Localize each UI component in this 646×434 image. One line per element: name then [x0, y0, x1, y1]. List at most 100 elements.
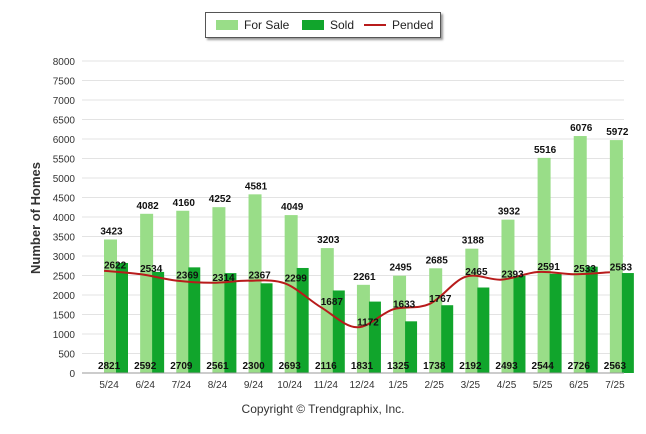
y-tick-label: 1500 [53, 311, 76, 322]
label-sold: 1325 [387, 361, 410, 372]
label-for-sale: 2685 [426, 255, 449, 266]
legend-swatch-sold [302, 20, 324, 30]
bar-sold [296, 267, 309, 373]
label-pended: 1767 [429, 294, 452, 305]
bar-for-sale [140, 213, 154, 373]
label-sold: 2709 [170, 361, 193, 372]
label-for-sale: 4082 [137, 201, 160, 212]
y-tick-label: 7500 [53, 77, 76, 88]
y-tick-label: 2000 [53, 291, 76, 302]
label-for-sale: 4160 [173, 198, 196, 209]
bar-sold [188, 267, 201, 373]
label-pended: 1172 [357, 317, 379, 328]
bar-sold [549, 273, 562, 373]
label-sold: 2300 [242, 361, 265, 372]
label-for-sale: 5972 [606, 127, 629, 138]
legend-label-sold: Sold [330, 18, 355, 32]
copyright-text: Copyright © Trendgraphix, Inc. [241, 402, 405, 416]
grid [82, 60, 624, 374]
bar-for-sale [573, 136, 587, 373]
x-tick-label: 5/25 [533, 380, 553, 391]
bars [104, 136, 634, 373]
bar-for-sale [284, 215, 298, 373]
bar-sold [621, 273, 634, 373]
label-for-sale: 3423 [100, 227, 123, 238]
label-pended: 1687 [321, 297, 344, 308]
bar-for-sale [176, 210, 190, 373]
bar-sold [260, 283, 273, 373]
bar-for-sale [356, 284, 370, 373]
y-tick-label: 8000 [53, 57, 76, 68]
y-tick-label: 4500 [53, 194, 76, 205]
bar-sold [332, 290, 345, 373]
label-for-sale: 3188 [462, 236, 485, 247]
label-sold: 2693 [279, 361, 302, 372]
y-tick-label: 7000 [53, 96, 76, 107]
x-tick-label: 1/25 [388, 380, 408, 391]
x-tick-label: 7/24 [172, 380, 192, 391]
bar-for-sale [429, 268, 443, 373]
x-tick-label: 6/24 [135, 380, 155, 391]
bar-for-sale [609, 140, 623, 373]
bar-for-sale [465, 248, 479, 373]
bar-sold [224, 273, 237, 373]
y-tick-label: 6000 [53, 135, 76, 146]
x-tick-label: 9/24 [244, 380, 264, 391]
x-tick-label: 10/24 [277, 380, 302, 391]
label-pended: 2583 [610, 262, 633, 273]
bar-for-sale [501, 219, 515, 373]
bar-sold [513, 275, 526, 373]
label-for-sale: 6076 [570, 123, 593, 134]
legend-swatch-pended [364, 24, 386, 26]
label-pended: 2393 [501, 270, 524, 281]
label-for-sale: 4049 [281, 202, 304, 213]
y-tick-label: 0 [69, 369, 75, 380]
y-tick-label: 1000 [53, 330, 76, 341]
label-for-sale: 4581 [245, 181, 268, 192]
label-pended: 2299 [285, 273, 308, 284]
label-sold: 2544 [532, 361, 555, 372]
y-tick-label: 3000 [53, 252, 76, 263]
bar-sold [368, 301, 381, 373]
x-tick-label: 3/25 [461, 380, 481, 391]
bar-sold [152, 271, 165, 373]
x-tick-label: 7/25 [605, 380, 625, 391]
y-tick-label: 500 [58, 350, 75, 361]
label-sold: 2592 [134, 361, 157, 372]
y-tick-label: 4000 [53, 213, 76, 224]
label-pended: 2533 [574, 264, 597, 275]
bar-for-sale [248, 194, 262, 373]
pended-line [103, 269, 610, 329]
x-tick-label: 12/24 [349, 380, 374, 391]
legend-label-pended: Pended [392, 18, 434, 32]
bar-sold [585, 266, 598, 373]
label-pended: 2591 [538, 262, 561, 273]
label-sold: 2821 [98, 361, 121, 372]
x-tick-label: 8/24 [208, 380, 228, 391]
bar-for-sale [537, 157, 551, 373]
y-tick-label: 3500 [53, 233, 76, 244]
bar-sold [405, 321, 418, 373]
y-tick-label: 5000 [53, 174, 76, 185]
data-labels: 3423 2821 4082 2592 4160 2709 4252 2561 4581 2300… [98, 123, 633, 372]
x-tick-label: 4/25 [497, 380, 517, 391]
label-pended: 2465 [465, 267, 488, 278]
x-tick-label: 6/25 [569, 380, 589, 391]
label-sold: 2563 [604, 361, 627, 372]
x-tick-label: 5/24 [99, 380, 119, 391]
y-tick-label: 2500 [53, 272, 76, 283]
legend-label-for-sale: For Sale [244, 18, 290, 32]
label-sold: 1738 [423, 361, 446, 372]
y-axis-title: Number of Homes [28, 162, 43, 274]
label-pended: 2534 [140, 264, 163, 275]
y-tick-label: 6500 [53, 116, 76, 127]
bar-sold [477, 287, 490, 373]
label-pended: 2369 [176, 271, 199, 282]
legend-swatch-for-sale [216, 20, 238, 30]
y-tick-label: 5500 [53, 155, 76, 166]
label-for-sale: 4252 [209, 194, 232, 205]
label-for-sale: 3932 [498, 207, 521, 218]
label-pended: 1633 [393, 299, 416, 310]
bar-for-sale [104, 239, 117, 373]
